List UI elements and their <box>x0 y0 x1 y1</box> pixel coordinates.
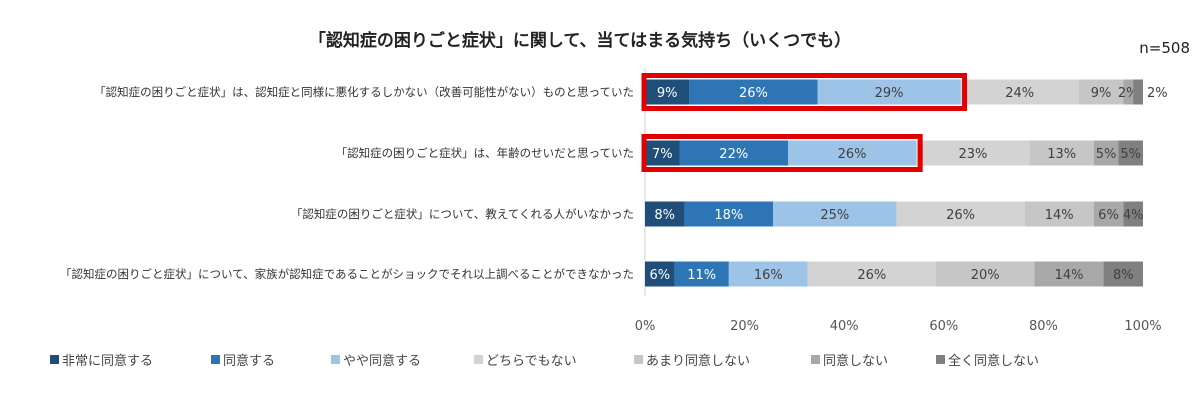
bar-row: 「認知症の困りごと症状」は、年齢のせいだと思っていた 7% 22% 26% 23% 13%… <box>336 134 1143 172</box>
bar-segment <box>1123 79 1134 105</box>
x-tick-label: 80% <box>1029 319 1058 334</box>
data-label: 8% <box>654 208 675 223</box>
bar-segment <box>773 201 897 227</box>
bar-segment <box>684 201 774 227</box>
legend-swatch <box>474 355 483 364</box>
bar-segment <box>728 261 808 287</box>
legend-swatch <box>634 355 643 364</box>
bar-segment <box>1103 261 1143 287</box>
data-label: 13% <box>1047 147 1076 162</box>
bar-row: 「認知症の困りごと症状」について、教えてくれる人がいなかった 8% 18% 25% 26… <box>291 201 1144 227</box>
bar-segment <box>787 140 917 166</box>
bar-segment <box>645 140 680 166</box>
bar-segment <box>1118 140 1143 166</box>
sample-size: n=508 <box>1139 39 1190 57</box>
data-label: 5% <box>1120 147 1141 162</box>
legend-swatch <box>936 355 945 364</box>
x-tick-label: 100% <box>1124 319 1161 334</box>
bar-segment <box>896 201 1025 227</box>
legend-item: 同意する <box>211 353 275 369</box>
data-label: 16% <box>754 268 783 283</box>
bar-segment <box>1133 79 1143 105</box>
legend-swatch <box>50 355 59 364</box>
bar-segment <box>1024 201 1094 227</box>
legend-item: どちらでもない <box>474 354 577 369</box>
data-label: 22% <box>719 147 748 162</box>
category-label: 「認知症の困りごと症状」は、年齢のせいだと思っていた <box>336 146 634 160</box>
legend-label: 同意する <box>223 353 275 369</box>
data-label: 4% <box>1123 208 1144 223</box>
category-label: 「認知症の困りごと症状」について、家族が認知症であることがショックでそれ以上調べ… <box>60 267 634 281</box>
data-label: 6% <box>649 268 670 283</box>
data-label: 26% <box>838 147 867 162</box>
data-label: 26% <box>946 208 975 223</box>
x-tick-label: 0% <box>635 319 656 334</box>
legend-label: あまり同意しない <box>646 353 750 369</box>
x-tick-label: 20% <box>730 319 759 334</box>
data-label: 9% <box>1091 86 1112 101</box>
legend-item: 非常に同意する <box>50 353 153 369</box>
bar-segment <box>1093 201 1124 227</box>
data-label: 14% <box>1055 268 1084 283</box>
x-tick-label: 40% <box>830 319 859 334</box>
legend-label: 同意しない <box>823 353 888 369</box>
legend-label: 非常に同意する <box>62 353 153 369</box>
legend-swatch <box>811 355 820 364</box>
legend-swatch <box>211 355 220 364</box>
bar-segment <box>689 79 818 105</box>
bar-segment <box>1034 261 1104 287</box>
legend-item: あまり同意しない <box>634 353 750 369</box>
category-label: 「認知症の困りごと症状」は、認知症と同様に悪化するしかない（改善可能性がない）も… <box>94 85 634 99</box>
bar-segment <box>817 79 961 105</box>
bar-segment <box>645 201 685 227</box>
data-label: 26% <box>739 86 768 101</box>
bar-row: 「認知症の困りごと症状」は、認知症と同様に悪化するしかない（改善可能性がない）も… <box>94 73 1168 111</box>
bar-segment <box>674 261 729 287</box>
bar-segment <box>960 79 1079 105</box>
legend-label: やや同意する <box>343 353 421 369</box>
bar-segment <box>645 79 690 105</box>
legend-swatch <box>331 355 340 364</box>
legend-item: 同意しない <box>811 353 888 369</box>
category-label: 「認知症の困りごと症状」について、教えてくれる人がいなかった <box>291 207 634 221</box>
data-label: 8% <box>1113 268 1134 283</box>
bar-segment <box>1123 201 1143 227</box>
data-label: 2% <box>1147 86 1168 101</box>
bar-segment <box>916 140 1030 166</box>
bar-segment <box>1093 140 1119 166</box>
highlight-box <box>641 73 968 111</box>
data-label: 25% <box>820 208 849 223</box>
bar-segment <box>679 140 788 166</box>
legend-label: 全く同意しない <box>948 353 1039 369</box>
legend-label: どちらでもない <box>486 354 577 369</box>
highlight-box <box>641 134 923 172</box>
data-label: 7% <box>652 147 673 162</box>
data-label: 23% <box>958 147 987 162</box>
x-tick-label: 60% <box>929 319 958 334</box>
data-label: 14% <box>1045 208 1074 223</box>
data-label: 5% <box>1096 147 1117 162</box>
legend-item: やや同意する <box>331 353 421 369</box>
data-label: 9% <box>657 86 678 101</box>
bar-segment <box>935 261 1035 287</box>
data-label: 20% <box>971 268 1000 283</box>
data-label: 11% <box>687 268 716 283</box>
data-label: 26% <box>857 268 886 283</box>
bar-row: 「認知症の困りごと症状」について、家族が認知症であることがショックでそれ以上調べ… <box>60 261 1143 287</box>
data-label: 29% <box>875 86 904 101</box>
chart-title: 「認知症の困りごと症状」に関して、当てはまる気持ち（いくつでも） <box>309 30 851 51</box>
data-label: 24% <box>1005 86 1034 101</box>
legend-item: 全く同意しない <box>936 353 1039 369</box>
bar-segment <box>1078 79 1124 105</box>
bar-segment <box>645 261 675 287</box>
bar-segment <box>1029 140 1094 166</box>
bar-segment <box>807 261 936 287</box>
data-label: 6% <box>1098 208 1119 223</box>
data-label: 18% <box>714 208 743 223</box>
